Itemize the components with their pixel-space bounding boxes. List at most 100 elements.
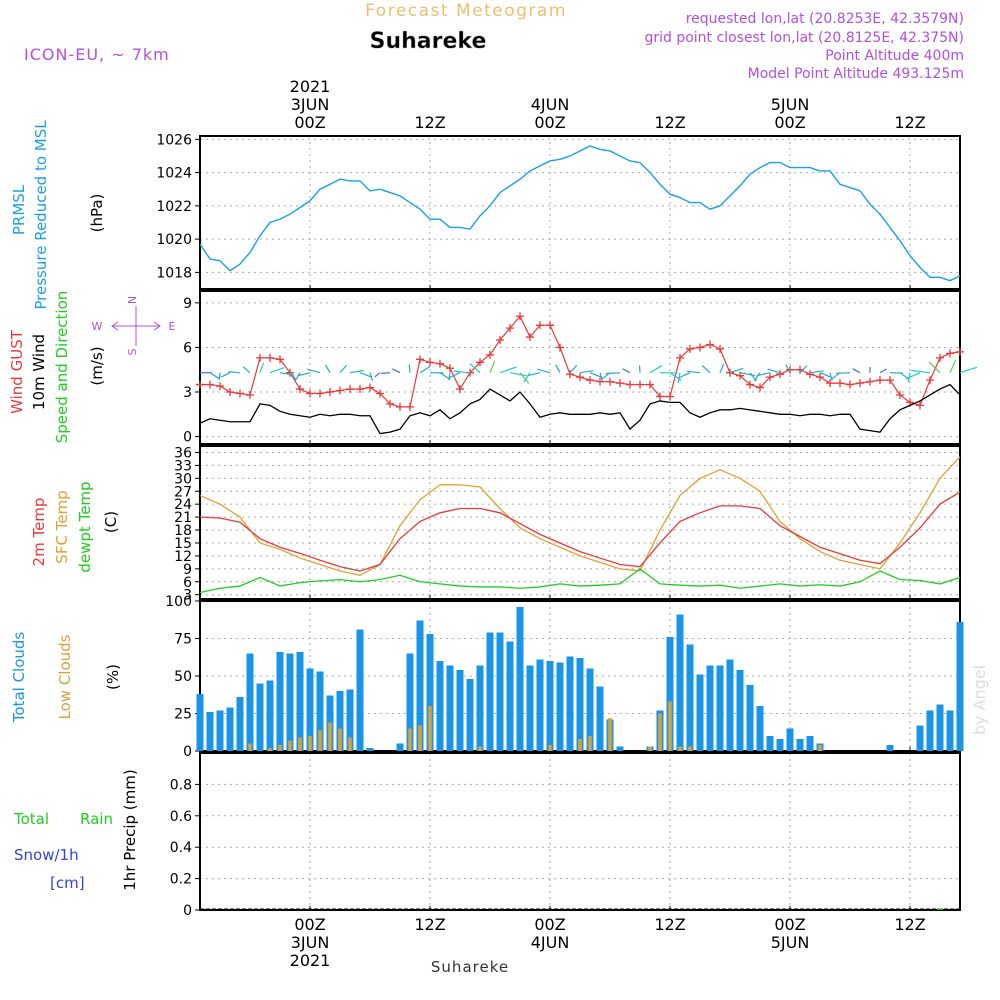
y-tick-label: 18 (174, 523, 192, 539)
gust-marker (886, 376, 894, 385)
total-cloud-bar (476, 665, 484, 751)
total-cloud-bar (356, 629, 364, 751)
clouds-panel: 0 25 50 75 100 (165, 594, 964, 760)
gust-marker (836, 379, 844, 388)
prmsl-sub-label: Pressure Reduced to MSL (32, 120, 50, 310)
total-cloud-bar (696, 674, 704, 751)
total-cloud-bar (226, 707, 234, 751)
total-cloud-bar (776, 739, 784, 751)
gust-marker (406, 402, 414, 411)
compass-w: W (92, 320, 103, 333)
wind-arrow (228, 371, 241, 374)
wind-arrow (269, 367, 285, 374)
gust-marker (246, 390, 254, 399)
panel-frame (199, 135, 961, 290)
snow-label: Snow/1h (14, 846, 79, 864)
gust-marker (696, 343, 704, 352)
wind-arrow (686, 370, 701, 374)
low-cloud-bar (658, 713, 662, 751)
y-tick-label: 1024 (156, 166, 192, 182)
total-cloud-bar (666, 637, 674, 751)
wind-arrow (589, 372, 602, 378)
total-cloud-bar (796, 739, 804, 751)
low-cloud-bar (648, 746, 652, 751)
total-cloud-bar (456, 670, 464, 751)
wind-arrow (767, 368, 781, 374)
clouds-unit: (%) (104, 664, 122, 690)
gust-marker (626, 380, 634, 389)
gust-marker (196, 380, 204, 389)
y-tick-label: 0.4 (170, 840, 192, 856)
gust-marker (486, 350, 494, 359)
time-label-date: 3JUN (291, 95, 330, 114)
pressure-panel: 1018 1020 1022 1024 1026 (156, 132, 961, 290)
total-cloud-bar (676, 614, 684, 751)
wind-arrow (339, 364, 348, 374)
low-cloud-bar (308, 736, 312, 751)
sfc-temp-label: SFC Temp (53, 490, 71, 563)
requested-coords: requested lon,lat (20.8253E, 42.3579N) (686, 11, 964, 27)
wind-arrow (259, 362, 265, 373)
total-cloud-bar (296, 652, 304, 751)
wind-arrow (369, 372, 374, 381)
total-cloud-bar (936, 704, 944, 751)
low-cloud-bar (478, 746, 482, 751)
time-label-hour: 00Z (294, 915, 325, 934)
low-cloud-bar (578, 739, 582, 751)
wind-arrow (297, 372, 311, 377)
gust-marker (946, 349, 954, 358)
y-tick-label: 1018 (156, 265, 192, 281)
y-tick-label: 0 (183, 744, 192, 760)
wind-speed-line (199, 383, 961, 435)
gust-marker (896, 390, 904, 399)
time-label-hour: 12Z (654, 113, 685, 132)
wind-unit: (m/s) (88, 346, 106, 385)
compass-s: S (126, 348, 139, 355)
gust-marker (376, 389, 384, 398)
y-tick-label: 25 (174, 707, 192, 723)
y-tick-label: 100 (165, 594, 192, 610)
wind-arrow (489, 360, 496, 373)
gust-marker (496, 336, 504, 345)
wind-arrow (949, 359, 957, 373)
gust-marker (566, 370, 574, 379)
gust-marker (346, 385, 354, 394)
time-label-date: 5JUN (771, 933, 810, 952)
low-cloud-bar (348, 737, 352, 751)
low-cloud-bar (418, 725, 422, 751)
y-tick-label: 3 (183, 385, 192, 401)
gust-marker (546, 321, 554, 330)
gust-marker (456, 385, 464, 394)
wind-arrow (836, 372, 851, 375)
total-cloud-bar (516, 607, 524, 751)
compass-icon (111, 306, 161, 346)
low-cloud-bar (248, 743, 252, 751)
wind-arrow (756, 372, 771, 377)
wind-arrow (785, 364, 791, 373)
total-cloud-bar (246, 653, 254, 751)
y-tick-label: 9 (183, 562, 192, 578)
low-cloud-bar (678, 746, 682, 751)
rain-label: Rain (80, 810, 113, 828)
total-cloud-bar (556, 662, 564, 751)
gust-marker (826, 379, 834, 388)
gust-marker (926, 376, 934, 385)
wind-arrow (289, 372, 297, 381)
wind-arrow (523, 372, 531, 383)
gust-marker (336, 386, 344, 395)
gust-marker (686, 344, 694, 353)
gust-marker (526, 333, 534, 342)
wind-arrow (408, 364, 411, 373)
y-tick-label: 0.2 (170, 872, 192, 888)
total-cloud-bar (526, 665, 534, 751)
wind-arrow (509, 372, 527, 377)
total-cloud-bar (786, 728, 794, 751)
total-cloud-bar (336, 691, 344, 751)
gust-marker (556, 343, 564, 352)
total-cloud-bar (426, 634, 434, 751)
gust-marker (216, 382, 224, 391)
total-cloud-bar (366, 748, 374, 751)
wind-arrow (555, 364, 561, 373)
wind-arrow (819, 372, 832, 378)
